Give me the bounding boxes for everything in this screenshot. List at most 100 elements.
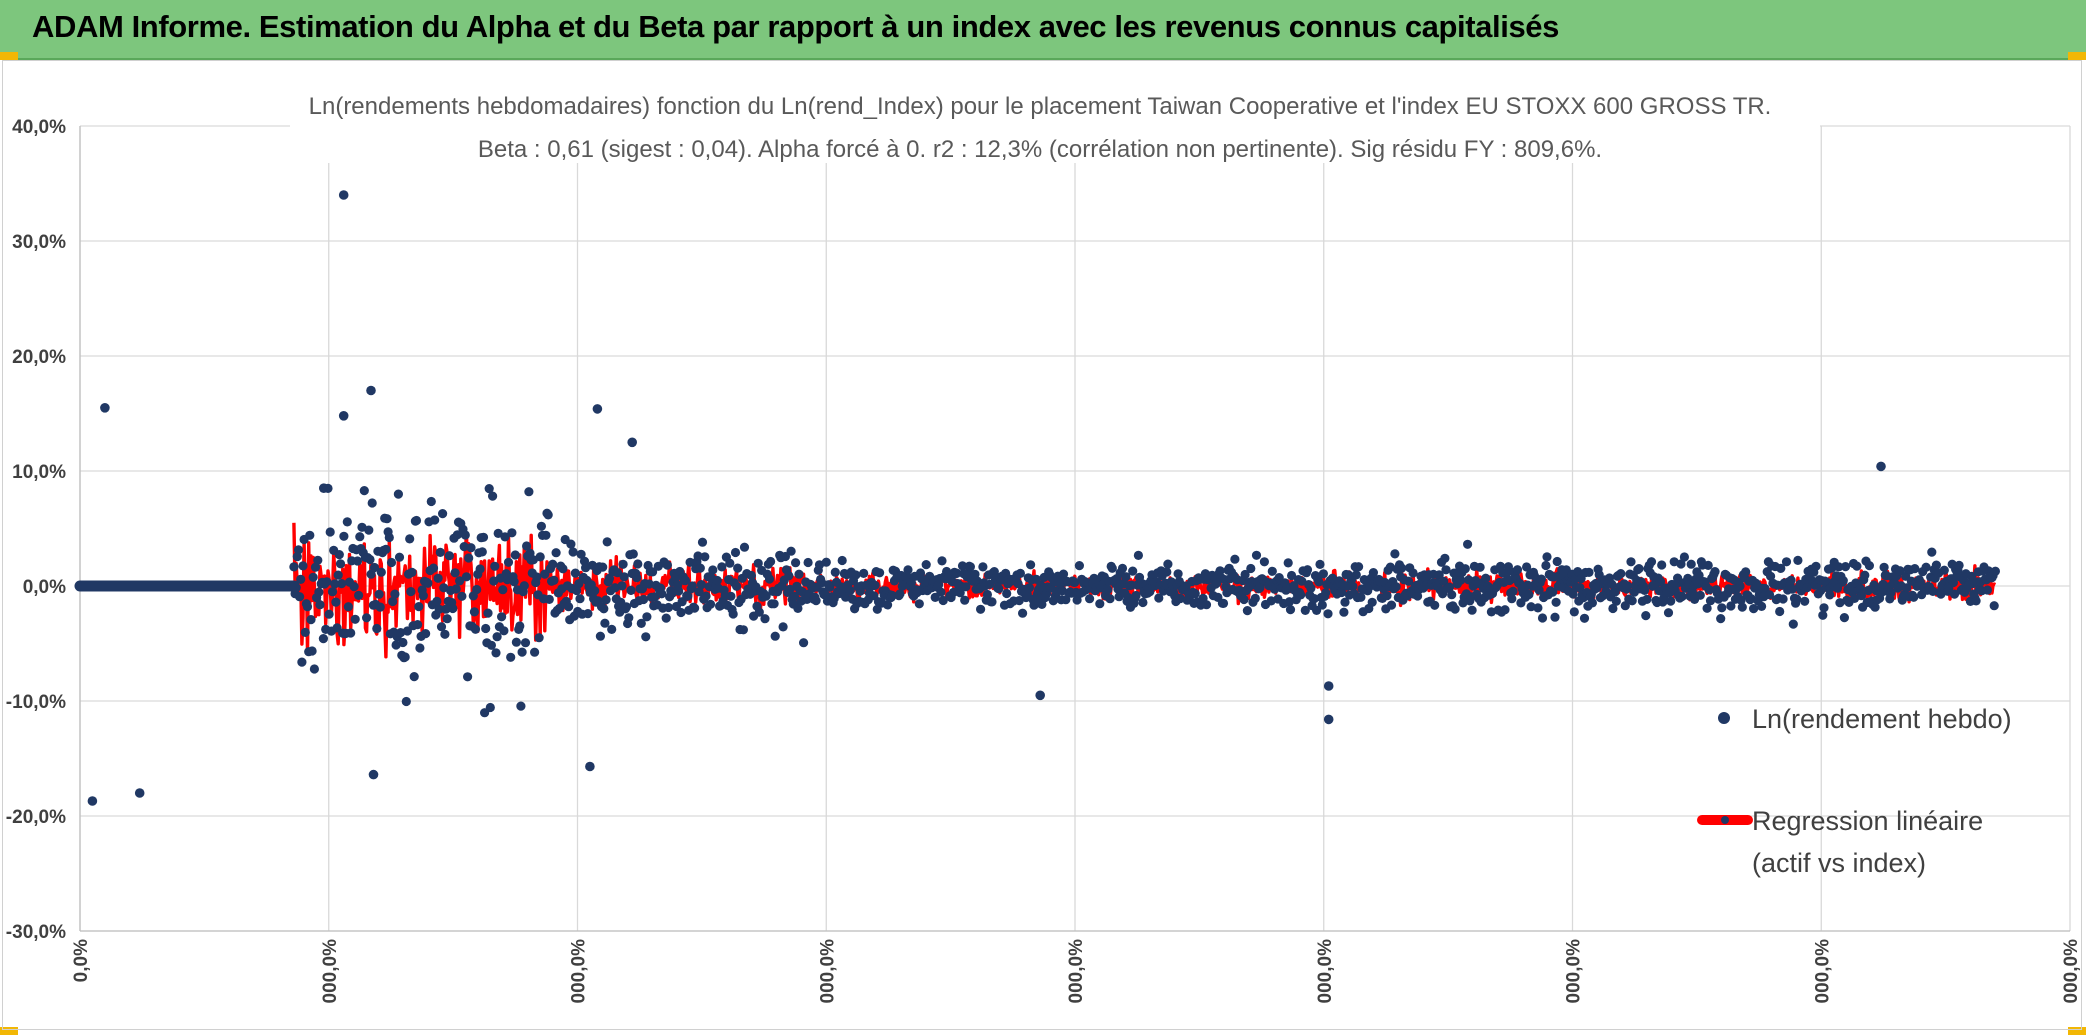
data-point xyxy=(1703,560,1713,571)
data-point xyxy=(1002,588,1012,599)
data-point xyxy=(1966,571,1977,582)
data-point xyxy=(541,530,551,540)
data-point xyxy=(1348,581,1358,592)
data-point xyxy=(381,544,391,555)
data-point xyxy=(334,550,344,560)
data-point xyxy=(411,515,422,526)
report-title: ADAM Informe. Estimation du Alpha et du … xyxy=(32,9,1559,44)
data-point xyxy=(433,573,443,583)
data-point xyxy=(1163,559,1173,569)
data-point xyxy=(604,573,615,584)
data-point xyxy=(1356,592,1366,602)
data-point xyxy=(448,603,458,614)
data-point xyxy=(1018,608,1028,618)
data-point xyxy=(632,573,642,583)
x-tick-label: 000,0% xyxy=(817,939,838,1004)
data-point xyxy=(1948,577,1958,588)
data-point xyxy=(382,514,392,524)
data-point xyxy=(1302,565,1313,575)
data-point xyxy=(1239,594,1249,605)
data-point xyxy=(626,585,636,596)
data-point xyxy=(1430,600,1440,610)
data-point xyxy=(1408,568,1418,578)
data-point xyxy=(701,591,711,601)
data-point xyxy=(325,527,335,537)
data-point xyxy=(1267,566,1277,576)
data-point xyxy=(766,556,776,567)
data-point xyxy=(612,568,623,578)
y-tick-label: 40,0% xyxy=(12,117,66,138)
data-point xyxy=(490,561,500,571)
data-point xyxy=(384,532,394,543)
data-point xyxy=(599,604,609,614)
corner-marker xyxy=(2068,1027,2086,1035)
data-point xyxy=(648,567,658,577)
data-point xyxy=(1954,560,1964,571)
data-point xyxy=(548,559,558,569)
data-point xyxy=(961,582,971,592)
data-point xyxy=(1386,600,1397,610)
x-tick-label: 000,0% xyxy=(320,939,341,1004)
data-point xyxy=(1655,577,1666,587)
data-point xyxy=(1852,561,1862,571)
data-point xyxy=(372,623,382,634)
data-point xyxy=(330,579,340,589)
data-point xyxy=(754,607,764,617)
data-point xyxy=(753,558,763,568)
data-point xyxy=(1534,585,1544,595)
data-point xyxy=(601,595,611,605)
data-point xyxy=(365,554,375,565)
data-point xyxy=(1705,596,1716,606)
data-point xyxy=(1312,605,1322,616)
data-point xyxy=(519,581,529,591)
data-point xyxy=(1321,588,1331,598)
data-point xyxy=(1242,606,1252,616)
data-point xyxy=(1886,588,1896,598)
data-point xyxy=(438,508,448,519)
data-point xyxy=(516,701,526,711)
data-point xyxy=(484,484,494,494)
data-point xyxy=(1704,585,1714,595)
data-point xyxy=(957,561,968,571)
data-point xyxy=(374,589,384,599)
data-point xyxy=(1686,559,1696,569)
data-point xyxy=(375,602,385,612)
data-point xyxy=(485,702,495,713)
data-point xyxy=(811,596,821,606)
outlier-point xyxy=(319,483,329,494)
data-point xyxy=(367,498,377,508)
legend-marker-scatter xyxy=(1718,712,1730,724)
data-point xyxy=(1107,563,1117,573)
data-point xyxy=(887,590,897,601)
data-point xyxy=(1793,555,1803,566)
data-point xyxy=(418,591,428,601)
x-tick-label: 000,0% xyxy=(1564,939,1585,1004)
data-point xyxy=(1679,552,1689,562)
data-point xyxy=(1508,586,1518,597)
data-point xyxy=(305,530,315,540)
data-point xyxy=(1855,584,1865,594)
data-point xyxy=(1070,577,1080,588)
data-point xyxy=(327,587,338,597)
data-point xyxy=(1776,563,1786,574)
data-point xyxy=(354,590,364,601)
data-point xyxy=(1105,594,1115,604)
data-point xyxy=(1123,592,1133,603)
data-point xyxy=(1456,575,1466,585)
data-point xyxy=(936,587,946,597)
data-point xyxy=(401,696,411,707)
data-point xyxy=(1314,577,1324,587)
data-point xyxy=(1536,574,1546,584)
data-point xyxy=(1323,609,1333,619)
data-point xyxy=(1306,583,1316,593)
data-point xyxy=(1337,587,1347,598)
y-axis-ticks: 40,0% 30,0% 20,0% 10,0% 0,0% -10,0% -20,0% -30,… xyxy=(6,117,66,943)
data-point xyxy=(346,628,356,638)
data-point xyxy=(1839,613,1849,623)
data-point xyxy=(1440,553,1450,563)
data-point xyxy=(534,633,544,643)
data-point xyxy=(883,600,893,610)
data-point xyxy=(450,568,460,578)
outlier-point xyxy=(338,411,349,421)
data-point xyxy=(1085,594,1095,604)
